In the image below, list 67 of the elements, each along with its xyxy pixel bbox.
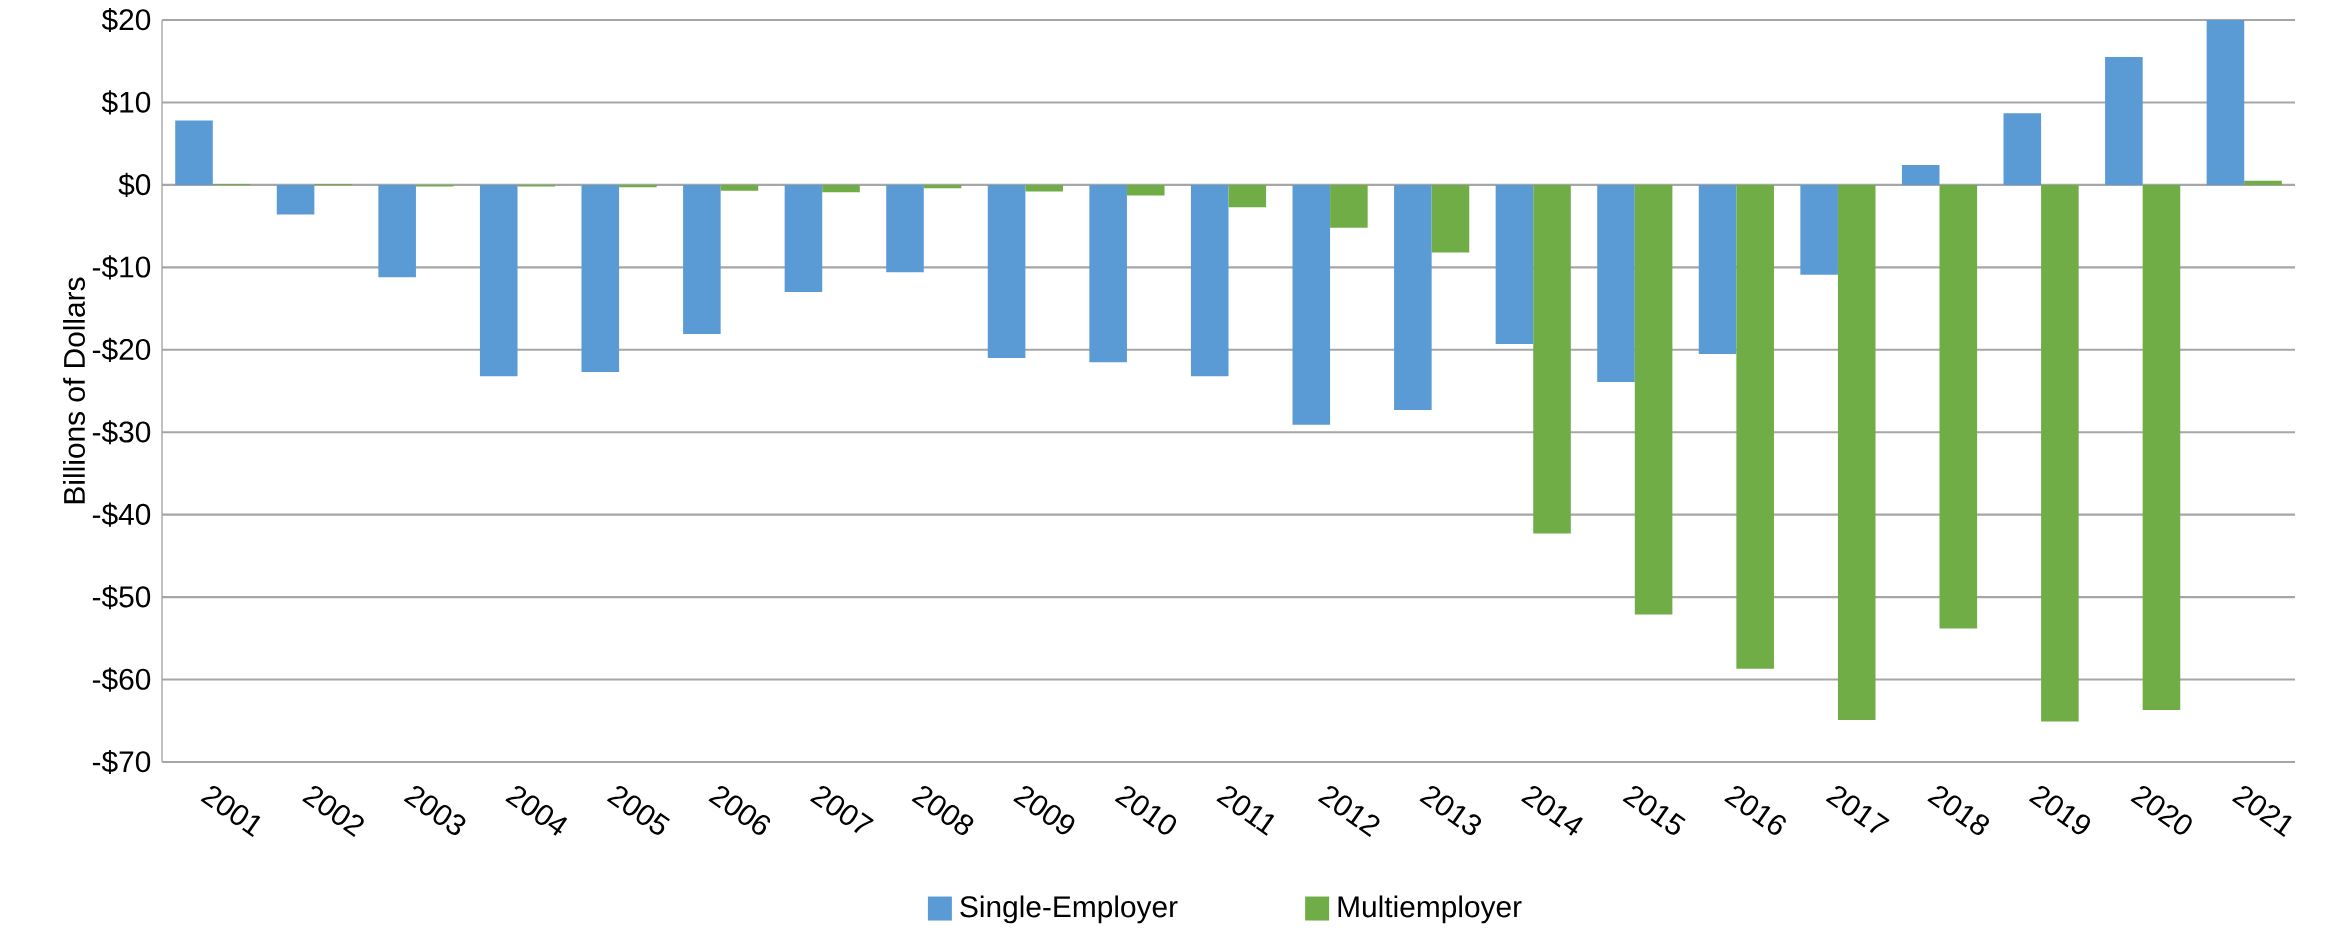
bar — [784, 184, 823, 293]
bar — [1698, 184, 1737, 354]
bar — [1495, 184, 1534, 344]
x-tick-label: 2006 — [708, 785, 771, 835]
bar — [2244, 180, 2282, 185]
x-tick-label: 2019 — [2028, 785, 2091, 835]
y-axis-title: Billions of Dollars — [63, 277, 85, 504]
y-tick-label: -$20 — [92, 337, 151, 362]
bar — [1292, 184, 1331, 425]
y-tick-label: -$50 — [92, 585, 151, 610]
bar — [2041, 184, 2079, 722]
bar — [1837, 184, 1876, 720]
x-tick-label: 2011 — [1216, 785, 1275, 836]
y-tick-label: -$40 — [92, 502, 151, 527]
bar — [720, 184, 759, 191]
bar — [1431, 184, 1470, 253]
bar — [1126, 184, 1165, 196]
bar — [479, 184, 518, 377]
bar — [378, 184, 416, 278]
y-tick-label: -$30 — [92, 420, 151, 445]
bar — [1394, 184, 1432, 410]
bar — [1533, 184, 1571, 534]
bar — [987, 184, 1026, 359]
bar — [1597, 184, 1635, 382]
x-tick-label: 2020 — [2130, 785, 2192, 835]
bar — [175, 120, 213, 185]
bar — [581, 184, 620, 373]
x-tick-label: 2007 — [810, 785, 874, 833]
legend-label: Multiemployer — [1338, 895, 1522, 924]
bar — [2003, 113, 2042, 185]
bar — [1330, 184, 1368, 228]
legend-label: Single-Employer — [960, 895, 1178, 924]
bar — [683, 184, 721, 335]
bar — [822, 184, 860, 193]
y-tick-label: -$70 — [92, 749, 151, 775]
bar — [2206, 20, 2245, 185]
x-tick-label: 2014 — [1521, 785, 1583, 836]
x-tick-label: 2003 — [403, 785, 466, 835]
bar — [1939, 184, 1978, 629]
x-tick-label: 2008 — [911, 785, 974, 835]
y-tick-label: $0 — [118, 172, 151, 197]
bar — [1800, 184, 1838, 275]
bar — [886, 184, 924, 273]
bar — [1736, 184, 1774, 669]
x-tick-label: 2013 — [1419, 785, 1482, 835]
bar — [1901, 165, 1940, 185]
bar — [1228, 184, 1267, 208]
x-tick-label: 2018 — [1927, 785, 1989, 835]
x-tick-label: 2009 — [1013, 785, 1075, 835]
x-tick-label: 2004 — [505, 785, 568, 836]
y-tick-label: $10 — [101, 90, 151, 115]
x-tick-label: 2017 — [1825, 785, 1890, 833]
x-tick-label: 2005 — [606, 785, 670, 835]
bar — [1089, 184, 1127, 363]
bar — [2105, 57, 2143, 185]
x-tick-label: 2010 — [1114, 785, 1177, 835]
x-tick-label: 2015 — [1622, 785, 1686, 835]
bar — [1025, 184, 1063, 192]
bar — [2142, 184, 2181, 711]
bar — [923, 184, 962, 189]
y-tick-label: -$10 — [92, 255, 151, 280]
y-tick-label: -$60 — [92, 667, 151, 692]
x-tick-label: 2016 — [1724, 785, 1786, 835]
bar — [1634, 184, 1673, 615]
bar — [1190, 184, 1229, 377]
bar — [276, 184, 315, 215]
y-tick-label: $20 — [101, 7, 151, 33]
